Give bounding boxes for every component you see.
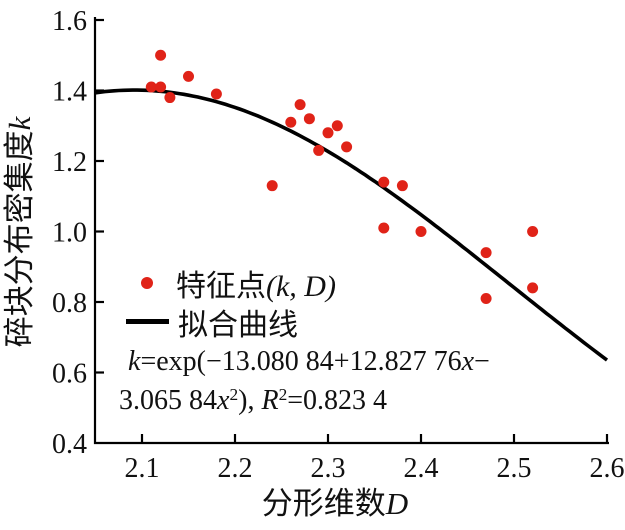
scatter-marker-icon [141,276,153,289]
data-point [527,282,539,294]
equation-token: x [461,346,474,377]
y-tick-label: 0.6 [52,359,87,390]
equation-token: 2 [278,384,288,404]
data-point [396,180,408,192]
equation-token: =exp(−13.080 84+12.827 76 [140,346,462,377]
x-tick-label: 2.4 [404,453,439,484]
data-point [415,226,427,237]
data-point [480,292,492,304]
data-point [210,88,222,100]
legend: 特征点(k, D) 拟合曲线 [126,261,336,342]
data-point [480,247,492,259]
equation-token: k [128,346,141,377]
x-axis-title-var: D [385,486,408,521]
y-tick-label: 0.8 [52,288,87,319]
data-point [527,226,539,237]
fitted-curve [95,88,609,362]
y-tick-label: 0.4 [52,429,87,460]
legend-label-math: (k, D) [266,269,336,303]
equation-token: x [217,385,230,416]
data-point [183,70,194,82]
y-tick-label: 1.4 [52,77,87,108]
y-axis-title: 碎块分布密集度k [2,115,37,347]
line-marker-icon [126,319,169,324]
x-axis-title-text: 分形维数 [262,486,386,521]
legend-item-fitted-curve: 拟合曲线 [126,302,336,342]
fit-equation-line2: 3.065 84x2), R2=0.823 4 [119,384,387,420]
data-point [378,222,390,234]
data-point [322,127,334,139]
data-point [145,81,157,93]
data-point [303,113,315,125]
x-axis-title: 分形维数D [262,486,408,521]
data-point [155,81,167,93]
legend-item-feature-points: 特征点(k, D) [126,261,336,305]
x-tick-label: 2.5 [497,453,532,484]
y-tick-label: 1.0 [52,218,87,249]
y-tick-label: 1.6 [52,6,87,37]
legend-label-fitted-curve: 拟合曲线 [178,308,298,342]
data-point [285,116,297,128]
legend-label-feature-points: 特征点(k, D) [176,261,336,305]
equation-token: ), [238,385,262,416]
y-axis-title-text: 碎块分布密集度 [2,130,37,347]
x-tick-label: 2.1 [125,453,160,484]
data-point [155,49,167,61]
fit-equation-line1: k=exp(−13.080 84+12.827 76x− [128,345,490,378]
axes-frame [93,17,609,445]
y-tick-label: 1.2 [52,147,87,178]
x-tick-label: 2.2 [218,453,253,484]
y-axis-title-var: k [2,115,37,130]
data-point [164,92,176,104]
x-tick-label: 2.3 [311,453,346,484]
data-point [294,99,306,111]
equation-token: R [261,385,279,416]
data-point [341,141,353,153]
equation-token: − [474,346,490,377]
data-point [378,176,390,188]
equation-token: =0.823 4 [287,385,388,416]
equation-token: 3.065 84 [119,385,217,416]
legend-label-text: 特征点 [176,269,266,303]
data-point [313,144,325,156]
equation-token: 2 [229,384,239,404]
x-tick-label: 2.6 [590,453,625,484]
data-point [331,120,343,132]
data-point [266,180,278,192]
